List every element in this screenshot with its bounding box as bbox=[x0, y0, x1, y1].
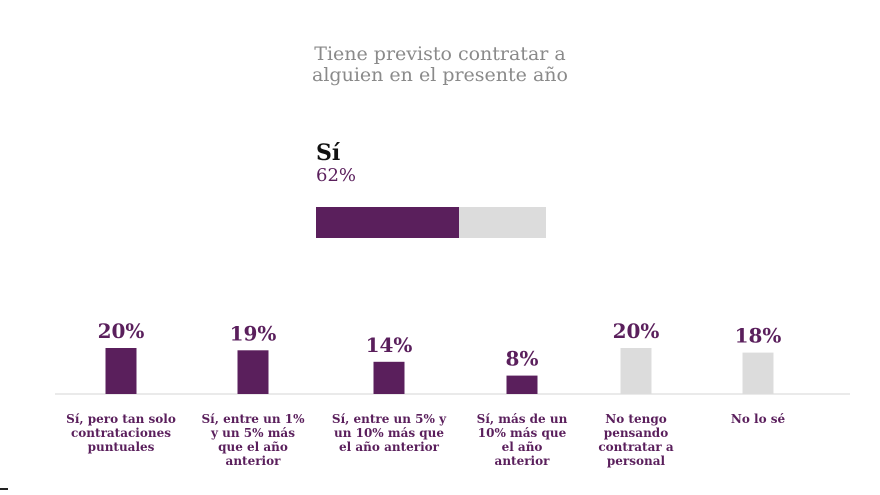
bar-5 bbox=[620, 348, 652, 394]
corner-mark bbox=[0, 488, 8, 490]
bar-value-label-1: 20% bbox=[98, 319, 145, 343]
bar-1 bbox=[105, 348, 137, 394]
bar-value-label-4: 8% bbox=[506, 347, 539, 371]
bar-value-label-3: 14% bbox=[366, 333, 413, 357]
bar-value-label-6: 18% bbox=[735, 324, 782, 348]
bar-4 bbox=[506, 375, 538, 394]
category-label-6: No lo sé bbox=[730, 412, 786, 426]
summary-label: Sí bbox=[316, 140, 341, 166]
bar-3 bbox=[373, 361, 405, 394]
summary-bar-track bbox=[316, 207, 546, 238]
chart-title-line-1: Tiene previsto contratar a bbox=[314, 43, 566, 65]
category-label-1: Sí, pero tan solo contrataciones puntual… bbox=[66, 412, 176, 454]
category-label-4: Sí, más de un 10% más que el año anterio… bbox=[476, 412, 568, 468]
chart-title: Tiene previsto contratar a alguien en el… bbox=[0, 44, 880, 86]
bar-value-label-2: 19% bbox=[230, 321, 277, 345]
summary-value-label: 62% bbox=[316, 165, 357, 186]
category-label-3: Sí, entre un 5% y un 10% más que el año … bbox=[331, 412, 447, 454]
bar-6 bbox=[742, 352, 774, 394]
bar-value-label-5: 20% bbox=[613, 319, 660, 343]
chart-title-line-2: alguien en el presente año bbox=[312, 64, 568, 86]
category-label-5: No tengo pensando contratar a personal bbox=[598, 412, 674, 468]
category-label-2: Sí, entre un 1% y un 5% más que el año a… bbox=[201, 412, 305, 468]
summary-bar-fill bbox=[316, 207, 459, 238]
bar-2 bbox=[237, 350, 269, 394]
